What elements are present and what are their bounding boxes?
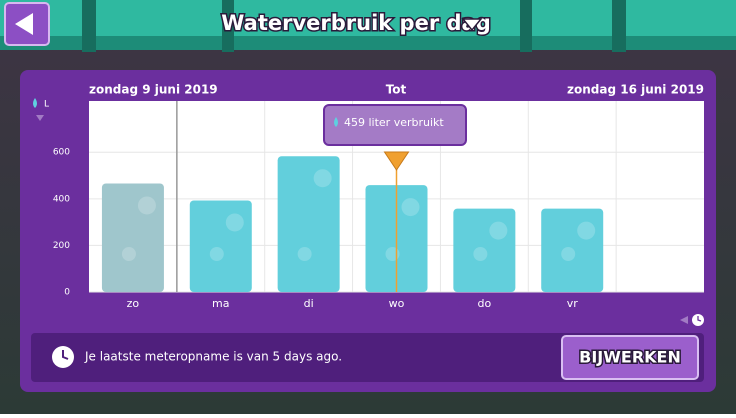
update-button-label: BIJWERKEN xyxy=(579,348,681,367)
bubble xyxy=(297,247,312,261)
scroll-left[interactable] xyxy=(680,316,688,324)
x-tick-label: di xyxy=(304,297,314,310)
bubble xyxy=(473,247,488,261)
y-axis-label: L xyxy=(44,100,49,110)
bar xyxy=(277,156,340,292)
bubble xyxy=(121,247,136,261)
x-tick-label: vr xyxy=(567,297,579,310)
tooltip-drop xyxy=(334,117,338,127)
page-title: Waterverbruik per dag xyxy=(221,11,491,35)
end-date: zondag 16 juni 2019 xyxy=(567,83,704,97)
bar xyxy=(189,200,252,292)
range-separator: Tot xyxy=(386,83,407,97)
bar xyxy=(453,208,516,292)
x-tick-label: wo xyxy=(389,297,405,310)
tooltip xyxy=(323,104,467,146)
chart: 0 200 400 600 zo ma di wo do vr 459 liter verbruik… xyxy=(53,101,704,310)
bubble xyxy=(313,169,332,188)
y-tick-label: 400 xyxy=(53,194,70,204)
bar xyxy=(101,183,164,292)
x-tick-label: ma xyxy=(212,297,229,310)
bubble xyxy=(225,213,244,232)
water-drop-icon xyxy=(33,98,37,108)
bubble xyxy=(137,196,156,215)
tooltip-text: 459 liter verbruikt xyxy=(344,116,444,129)
footer-message: Je laatste meteropname is van 5 days ago… xyxy=(84,350,342,364)
bubble xyxy=(209,247,224,261)
title-dropdown[interactable] xyxy=(461,18,483,32)
history-hands xyxy=(697,316,702,322)
selection-marker xyxy=(383,151,410,171)
bubble xyxy=(385,247,400,261)
y-tick-label: 200 xyxy=(53,241,70,251)
clock-hands xyxy=(62,350,69,360)
bubble xyxy=(561,247,576,261)
y-tick-label: 600 xyxy=(53,148,70,158)
pipe-shadow xyxy=(0,36,736,50)
axis-toggle[interactable] xyxy=(36,115,44,121)
x-tick-label: do xyxy=(477,297,491,310)
bubble xyxy=(489,221,508,240)
footer-bar xyxy=(31,333,704,382)
pipe-joints xyxy=(82,0,626,52)
bubble xyxy=(401,198,420,217)
x-tick-label: zo xyxy=(127,297,140,310)
back-arrow xyxy=(15,13,33,35)
y-tick-label: 0 xyxy=(64,288,70,298)
start-date: zondag 9 juni 2019 xyxy=(89,83,218,97)
bar xyxy=(541,208,604,292)
bubble xyxy=(577,221,596,240)
update-button[interactable] xyxy=(561,335,699,380)
